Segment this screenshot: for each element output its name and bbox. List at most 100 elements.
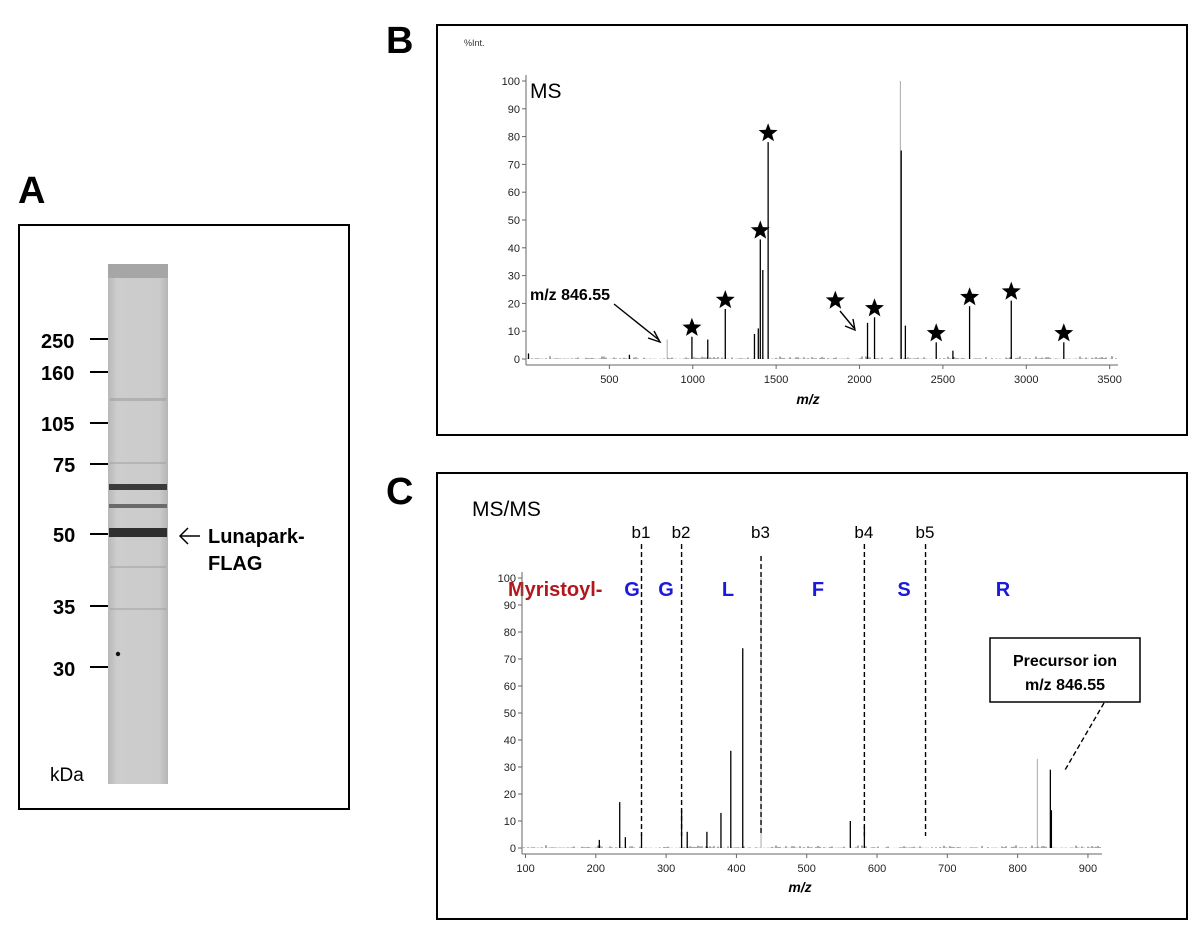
ms-chart-title: MS (530, 80, 562, 103)
residue-label: R (996, 579, 1011, 601)
band-label-line1: Lunapark- (208, 526, 305, 548)
residue-label: G (624, 579, 640, 601)
marker-label: 75 (53, 455, 75, 477)
ms-y-tick-label: 10 (508, 326, 520, 338)
ms-x-tick-label: 3500 (1097, 374, 1121, 386)
msms-x-tick-label: 400 (727, 863, 745, 875)
marker-label: 105 (41, 414, 74, 436)
msms-spectrum-chart: MS/MS m/z Myristoyl- 0 10 20 30 40 50 60 70 80 90… (472, 498, 1141, 895)
b-ion-label: b2 (672, 523, 691, 542)
msms-y-tick-label: 80 (504, 627, 516, 639)
ms-peak-star (825, 290, 845, 309)
panel-letter-a: A (18, 170, 46, 212)
msms-chart-title: MS/MS (472, 498, 541, 521)
panel-b-frame: %Int. MS m/z m/z 846.55 0 10 20 30 40 50 60 70 8… (436, 24, 1188, 436)
ms-y-tick-label: 100 (502, 76, 520, 88)
ms-peak-star (1001, 281, 1021, 300)
gel-lane (108, 264, 168, 784)
gel-band-lunapark-flag (109, 528, 167, 537)
gel-figure: 250 160 105 75 50 35 30 kDa Lunapark- FL… (41, 264, 305, 786)
ms-x-tick-label: 1000 (681, 374, 705, 386)
gel-well (108, 264, 168, 278)
ms-y-tick-label: 80 (508, 132, 520, 144)
panel-letter-c: C (386, 471, 414, 513)
precursor-callout-box (989, 637, 1141, 703)
marker-label: 50 (53, 525, 75, 547)
panel-a-frame: 250 160 105 75 50 35 30 kDa Lunapark- FL… (18, 224, 350, 810)
msms-y-tick-label: 50 (504, 708, 516, 720)
b-ion-label: b3 (751, 523, 770, 542)
gel-band-middle (109, 504, 167, 508)
ms-annotation-arrowhead (647, 330, 662, 344)
msms-x-axis-label: m/z (788, 879, 811, 895)
msms-y-tick-label: 20 (504, 789, 516, 801)
msms-y-tick-label: 60 (504, 681, 516, 693)
msms-x-tick-label: 900 (1079, 863, 1097, 875)
msms-y-tick-label: 90 (504, 600, 516, 612)
band-label-line2: FLAG (208, 553, 262, 575)
msms-y-tick-label: 0 (510, 843, 516, 855)
msms-y-tick-label: 10 (504, 816, 516, 828)
ms-spectrum-chart: %Int. MS m/z m/z 846.55 0 10 20 30 40 50 60 70 8… (464, 38, 1122, 407)
residue-label: L (722, 579, 734, 601)
ms-y-tick-label: 20 (508, 298, 520, 310)
ms-x-tick-label: 3000 (1014, 374, 1038, 386)
marker-ladder: 250 160 105 75 50 35 30 (41, 331, 108, 681)
msms-y-tick-label: 40 (504, 735, 516, 747)
msms-y-tick-label: 30 (504, 762, 516, 774)
ms-annotation-label: m/z 846.55 (530, 287, 610, 304)
residue-label: S (897, 579, 910, 601)
precursor-label-line2: m/z 846.55 (1025, 677, 1105, 694)
ms-y-axis-label: %Int. (464, 38, 485, 48)
marker-label: 250 (41, 331, 74, 353)
b-ion-label: b4 (854, 523, 873, 542)
ms-x-tick-label: 2500 (931, 374, 955, 386)
msms-x-tick-label: 500 (798, 863, 816, 875)
ms-x-tick-label: 1500 (764, 374, 788, 386)
ms-y-tick-label: 60 (508, 187, 520, 199)
msms-baseline-noise (523, 845, 1101, 848)
ms-peak-star (865, 298, 884, 317)
residue-label: G (658, 579, 674, 601)
panel-c-frame: MS/MS m/z Myristoyl- 0 10 20 30 40 50 60 70 80 90… (436, 472, 1188, 920)
ms-y-tick-label: 40 (508, 243, 520, 255)
marker-label: 30 (53, 659, 75, 681)
marker-label: 35 (53, 597, 75, 619)
msms-x-tick-label: 200 (587, 863, 605, 875)
marker-label: 160 (41, 363, 74, 385)
msms-x-tick-label: 100 (516, 863, 534, 875)
ms-x-axis-label: m/z (796, 391, 819, 407)
b-ion-label: b5 (916, 523, 935, 542)
b-ion-label: b1 (632, 523, 651, 542)
ms-peak-star (750, 220, 770, 239)
kda-unit-label: kDa (50, 765, 84, 786)
gel-band-faint (110, 566, 166, 568)
ms-peak-star (926, 323, 946, 342)
gel-band-faint (110, 398, 166, 401)
ms-peak-star (960, 287, 980, 306)
band-arrow (178, 527, 200, 545)
ms-y-tick-label: 70 (508, 159, 520, 171)
ms-x-tick-label: 500 (600, 374, 618, 386)
gel-band-upper (109, 484, 167, 490)
msms-x-tick-label: 800 (1008, 863, 1026, 875)
msms-y-tick-label: 100 (498, 573, 516, 585)
msms-x-tick-label: 700 (938, 863, 956, 875)
myristoyl-label: Myristoyl- (508, 579, 602, 601)
ms-star-arrowhead (844, 318, 856, 332)
ms-peak-star (1054, 323, 1074, 342)
ms-star-arrow (839, 310, 855, 329)
ms-x-tick-label: 2000 (847, 374, 871, 386)
precursor-callout-line (1064, 702, 1105, 771)
gel-band-faint (110, 608, 166, 610)
panel-letter-b: B (386, 20, 414, 62)
msms-x-tick-label: 300 (657, 863, 675, 875)
msms-y-tick-label: 70 (504, 654, 516, 666)
ms-peak-star (682, 317, 702, 336)
ms-baseline-noise (527, 356, 1117, 359)
ms-peak-star (715, 290, 735, 309)
gel-band-faint (110, 462, 166, 464)
ms-y-tick-label: 0 (514, 354, 520, 366)
ms-peak-star (758, 123, 778, 142)
ms-annotation-arrow (613, 303, 660, 341)
